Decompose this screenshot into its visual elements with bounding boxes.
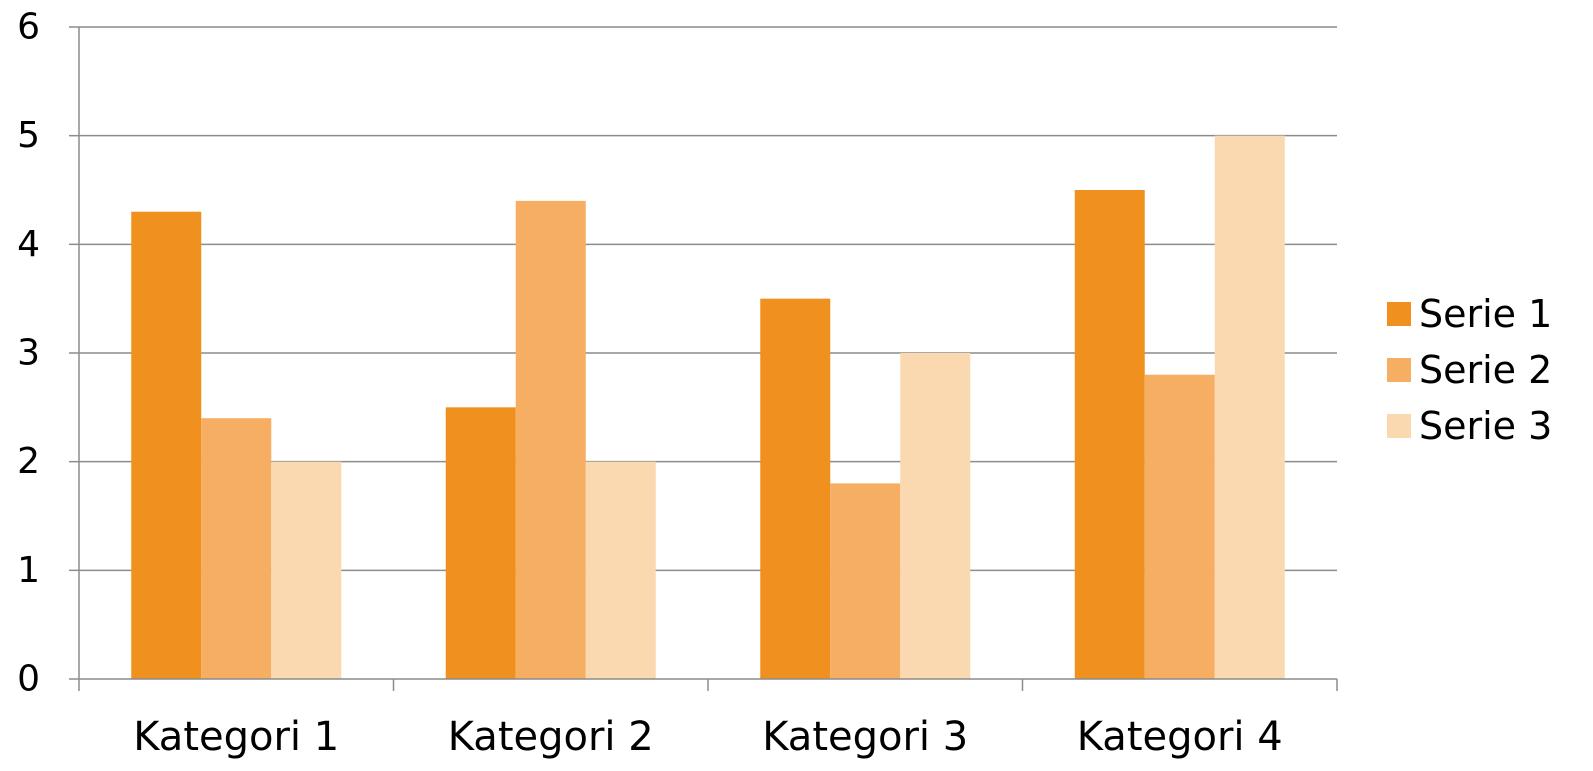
bar-serie-2-kategori-3: [830, 483, 901, 679]
legend-swatch: [1387, 302, 1411, 326]
x-category-label: Kategori 2: [448, 714, 654, 760]
x-category-label: Kategori 3: [762, 714, 968, 760]
y-tick-label: 1: [17, 550, 40, 591]
bar-serie-1-kategori-2: [445, 407, 516, 679]
y-tick-label: 0: [17, 659, 40, 700]
legend-swatch: [1387, 414, 1411, 438]
axis-labels: 0 1 2 3 4 5 6 Kategori 1 Kategori 2 Kategori 3 Kat…: [17, 7, 1283, 761]
bar-serie-2-kategori-2: [515, 200, 586, 679]
legend-label: Serie 1: [1419, 292, 1552, 336]
bar-serie-1-kategori-4: [1074, 190, 1145, 679]
axes: [69, 26, 1338, 691]
y-tick-label: 5: [17, 115, 40, 156]
y-tick-label: 4: [17, 224, 40, 265]
y-tick-label: 6: [17, 7, 40, 48]
bar-serie-1-kategori-3: [760, 298, 831, 679]
legend-label: Serie 2: [1419, 348, 1552, 392]
bar-serie-3-kategori-4: [1214, 135, 1285, 679]
y-tick-label: 3: [17, 333, 40, 374]
x-category-label: Kategori 4: [1077, 714, 1283, 760]
legend-swatch: [1387, 358, 1411, 382]
y-tick-label: 2: [17, 441, 40, 482]
legend-label: Serie 3: [1419, 404, 1552, 448]
bar-serie-2-kategori-1: [201, 418, 272, 679]
bar-serie-3-kategori-2: [585, 461, 656, 679]
legend: Serie 1 Serie 2 Serie 3: [1387, 292, 1552, 448]
bar-serie-3-kategori-3: [900, 353, 971, 679]
x-category-label: Kategori 1: [133, 714, 339, 760]
bar-serie-2-kategori-4: [1144, 374, 1215, 679]
bar-serie-1-kategori-1: [131, 211, 202, 679]
bars: [131, 135, 1285, 679]
bar-serie-3-kategori-1: [271, 461, 342, 679]
